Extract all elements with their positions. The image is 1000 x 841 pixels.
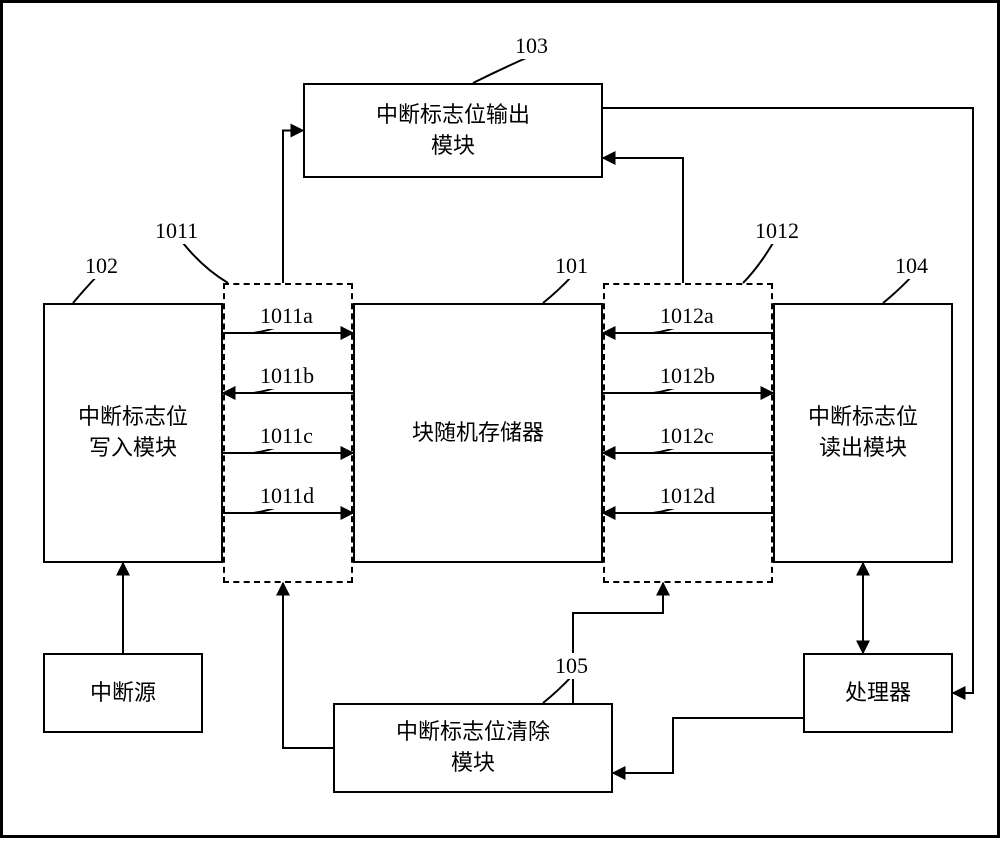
ref-port-1012a: 1012a (658, 303, 716, 329)
ref-write: 102 (83, 253, 120, 279)
ref-clear: 105 (553, 653, 590, 679)
box-read-label: 中断标志位读出模块 (808, 402, 918, 464)
ref-ram: 101 (553, 253, 590, 279)
box-write-label: 中断标志位写入模块 (78, 402, 188, 464)
ref-port-1011d: 1011d (258, 483, 316, 509)
box-clear-module: 中断标志位清除模块 (333, 703, 613, 793)
ref-read: 104 (893, 253, 930, 279)
box-ram-label: 块随机存储器 (412, 418, 544, 449)
ref-port-1012d: 1012d (658, 483, 717, 509)
box-src-label: 中断源 (90, 678, 156, 709)
ref-output: 103 (513, 33, 550, 59)
ref-port-left: 1011 (153, 218, 200, 244)
box-output-label: 中断标志位输出模块 (376, 100, 530, 162)
box-proc-label: 处理器 (845, 678, 911, 709)
box-output-module: 中断标志位输出模块 (303, 83, 603, 178)
ref-port-1011c: 1011c (258, 423, 315, 449)
box-interrupt-source: 中断源 (43, 653, 203, 733)
ref-port-1012b: 1012b (658, 363, 717, 389)
box-processor: 处理器 (803, 653, 953, 733)
ref-port-1012c: 1012c (658, 423, 716, 449)
box-ram: 块随机存储器 (353, 303, 603, 563)
box-write-module: 中断标志位写入模块 (43, 303, 223, 563)
box-clear-label: 中断标志位清除模块 (396, 717, 550, 779)
ref-port-right: 1012 (753, 218, 801, 244)
ref-port-1011a: 1011a (258, 303, 315, 329)
box-read-module: 中断标志位读出模块 (773, 303, 953, 563)
diagram-canvas: 中断标志位输出模块 中断标志位写入模块 块随机存储器 中断标志位读出模块 中断标… (0, 0, 1000, 838)
ref-port-1011b: 1011b (258, 363, 316, 389)
